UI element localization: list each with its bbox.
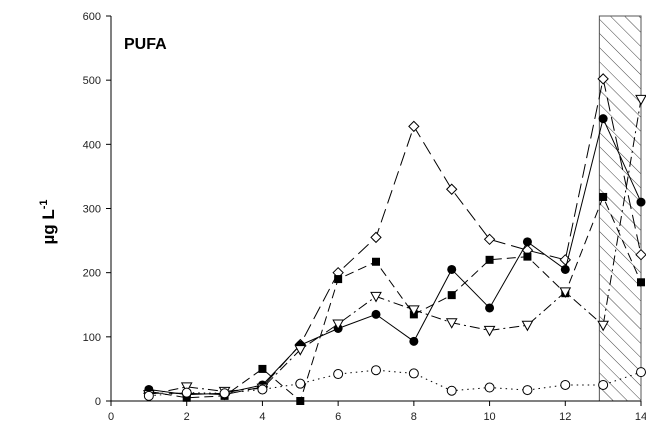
data-point-filled-square	[372, 257, 380, 266]
data-point-open-circle	[446, 385, 457, 396]
data-point-open-triangle-down	[597, 320, 609, 332]
data-point-open-triangle-down	[635, 94, 646, 106]
data-point-filled-circle	[522, 237, 532, 247]
data-point-open-circle	[295, 378, 306, 389]
y-tick-label: 300	[83, 204, 101, 216]
data-point-filled-square	[599, 192, 608, 201]
x-tick-label: 12	[559, 411, 571, 423]
data-point-open-circle	[257, 384, 268, 395]
series-line-filled-circle	[148, 117, 642, 396]
data-point-open-circle	[636, 367, 646, 378]
data-point-filled-circle	[560, 264, 570, 274]
data-point-open-diamond	[483, 233, 496, 246]
data-point-filled-square	[182, 393, 191, 402]
data-point-filled-square	[523, 252, 532, 261]
data-point-open-diamond	[597, 73, 609, 85]
data-point-open-diamond	[370, 231, 382, 244]
data-point-open-diamond	[408, 120, 420, 133]
data-point-filled-square	[637, 278, 645, 287]
data-point-filled-square	[258, 364, 267, 373]
hatched-region	[598, 15, 642, 402]
series-line-filled-square	[148, 195, 642, 402]
x-tick-label: 8	[411, 411, 417, 423]
data-point-open-triangle-down	[332, 319, 344, 331]
data-point-filled-square	[334, 275, 343, 284]
data-point-open-circle	[143, 390, 154, 401]
y-axis-label-superscript: -1	[38, 199, 50, 209]
series-filled-square	[144, 192, 645, 405]
data-point-open-diamond	[635, 248, 646, 261]
data-point-open-circle	[219, 388, 230, 399]
data-point-open-triangle-down	[408, 305, 420, 316]
series-open-circle	[143, 365, 646, 401]
x-tick-label: 2	[184, 411, 190, 423]
y-tick-label: 400	[83, 139, 101, 151]
series-open-diamond	[143, 73, 646, 401]
panel-label: PUFA	[124, 36, 167, 53]
data-point-open-circle	[181, 387, 192, 398]
y-tick-label: 600	[83, 11, 101, 23]
data-point-filled-square	[485, 255, 494, 264]
y-tick-label: 100	[83, 332, 101, 344]
data-point-open-triangle-down	[180, 382, 193, 393]
data-point-open-diamond	[446, 183, 458, 195]
data-point-open-circle	[560, 379, 571, 390]
data-point-open-triangle-down	[294, 345, 307, 356]
data-point-filled-circle	[598, 114, 608, 124]
data-point-open-triangle-down	[483, 325, 496, 337]
series-filled-circle	[144, 114, 646, 400]
x-tick-label: 10	[483, 411, 495, 423]
data-point-filled-circle	[447, 264, 457, 274]
data-point-filled-circle	[485, 303, 495, 313]
series-line-open-triangle-down	[148, 99, 642, 396]
y-tick-label: 0	[95, 396, 101, 408]
data-point-filled-circle	[636, 197, 646, 207]
data-point-open-circle	[484, 382, 495, 393]
x-tick-label: 14	[635, 411, 646, 423]
data-point-open-circle	[333, 369, 344, 380]
data-point-open-circle	[598, 379, 609, 390]
x-tick-label: 6	[335, 411, 341, 423]
data-point-open-circle	[408, 368, 419, 379]
svg-text:µg L-1: µg L-1	[38, 199, 58, 244]
data-point-open-triangle-down	[521, 320, 534, 332]
data-point-filled-circle	[409, 336, 419, 346]
series-line-open-circle	[148, 369, 642, 397]
x-tick-label: 4	[259, 411, 265, 423]
y-tick-label: 500	[83, 75, 101, 87]
x-tick-label: 0	[108, 411, 114, 423]
y-axis-label-text: µg L	[39, 209, 58, 244]
data-point-open-circle	[371, 365, 381, 376]
y-axis-label: µg L-1	[38, 199, 58, 244]
y-tick-label: 200	[83, 268, 101, 280]
series-line-open-diamond	[148, 78, 642, 396]
data-point-open-circle	[522, 385, 533, 396]
data-point-filled-square	[447, 291, 456, 300]
data-point-open-triangle-down	[559, 287, 572, 298]
data-point-filled-circle	[371, 309, 381, 319]
data-point-open-triangle-down	[445, 318, 458, 329]
data-point-open-triangle-down	[370, 291, 382, 303]
